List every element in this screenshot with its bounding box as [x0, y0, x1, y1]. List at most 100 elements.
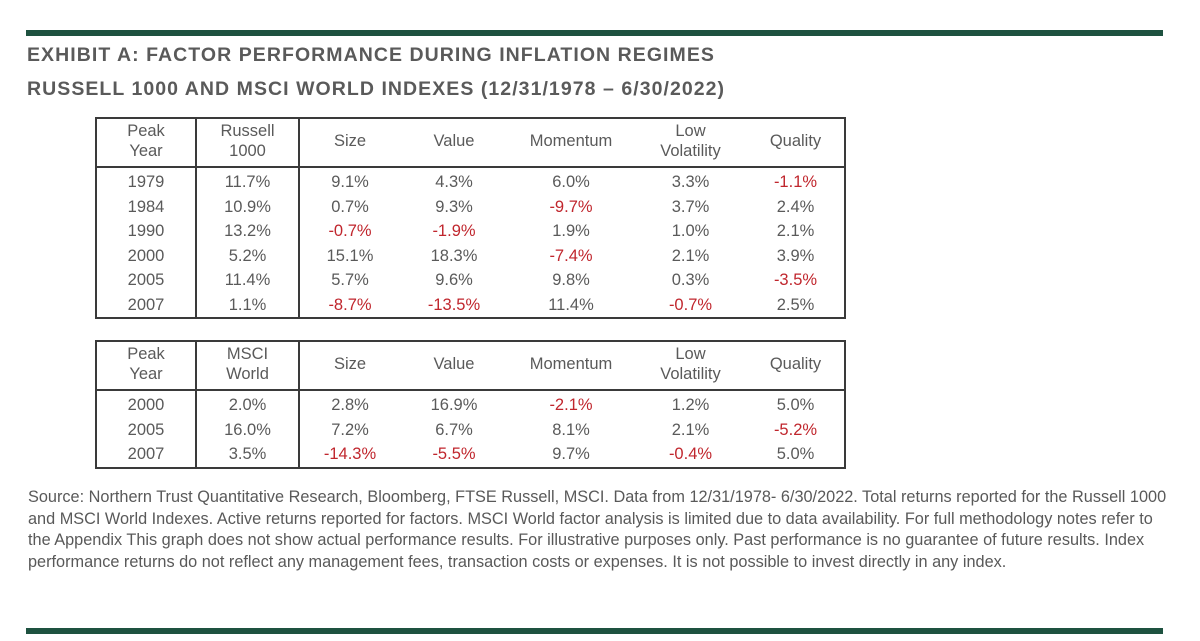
- cell-peak-year: 2007: [127, 295, 165, 314]
- cell-size: -14.3%: [298, 442, 400, 468]
- cell-size: 5.7%: [298, 268, 400, 293]
- cell-low-volatility: 0.3%: [671, 271, 710, 289]
- header-text: MSCI: [226, 345, 269, 363]
- table-row: 2007 3.5% -14.3% -5.5% 9.7% -0.4% 5.0%: [96, 442, 845, 468]
- russell-1000-factor-table: Peak Year Russell 1000 Size Value Momentum Low V…: [95, 117, 846, 319]
- header-text: Quality: [769, 132, 822, 150]
- cell-low-volatility: 2.1%: [671, 246, 710, 265]
- cell-momentum: 6.0%: [552, 173, 590, 191]
- cell-low-volatility: 1.0%: [671, 222, 710, 240]
- cell-peak-year: 1990: [127, 222, 165, 240]
- column-header-size: Size: [298, 341, 400, 391]
- table-row: 2000 5.2% 15.1% 18.3% -7.4% 2.1% 3.9%: [96, 243, 845, 268]
- table-row: 2000 2.0% 2.8% 16.9% -2.1% 1.2% 5.0%: [96, 390, 845, 418]
- header-text: Value: [433, 355, 475, 373]
- header-text: 1000: [229, 142, 266, 160]
- cell-msci-world: 16.0%: [195, 417, 299, 442]
- cell-size: 0.7%: [298, 194, 400, 219]
- header-text: Russell: [220, 122, 275, 140]
- cell-russell-1000: 1.1%: [195, 292, 299, 318]
- header-text: Value: [433, 132, 475, 150]
- cell-peak-year: 1979: [127, 173, 165, 191]
- source-footnote: Source: Northern Trust Quantitative Rese…: [28, 488, 1167, 571]
- column-header-value: Value: [400, 118, 508, 168]
- cell-size: 7.2%: [298, 417, 400, 442]
- cell-momentum: -7.4%: [549, 246, 593, 265]
- table-header-row: Peak Year MSCI World Size Value Momentum Low Vol…: [96, 341, 845, 391]
- cell-russell-1000: 10.9%: [195, 194, 299, 219]
- cell-value: 9.6%: [435, 271, 473, 289]
- bottom-accent-rule: [26, 628, 1163, 634]
- cell-peak-year: 2005: [127, 271, 165, 289]
- table-header-row: Peak Year Russell 1000 Size Value Momentum Low V…: [96, 118, 845, 168]
- header-text: Size: [333, 355, 367, 373]
- header-text: Peak: [127, 345, 165, 363]
- cell-peak-year: 2000: [127, 396, 165, 414]
- cell-value: 16.9%: [430, 396, 478, 414]
- cell-quality: 5.0%: [776, 445, 815, 463]
- cell-msci-world: 3.5%: [195, 442, 299, 468]
- column-header-low-volatility: Low Volatility: [634, 341, 747, 391]
- table-row: 1979 11.7% 9.1% 4.3% 6.0% 3.3% -1.1%: [96, 167, 845, 195]
- cell-peak-year: 1984: [127, 197, 165, 216]
- column-header-size: Size: [298, 118, 400, 168]
- cell-low-volatility: 1.2%: [671, 396, 710, 414]
- cell-russell-1000: 11.4%: [195, 268, 299, 293]
- table-row: 1984 10.9% 0.7% 9.3% -9.7% 3.7% 2.4%: [96, 194, 845, 219]
- table-row: 2007 1.1% -8.7% -13.5% 11.4% -0.7% 2.5%: [96, 292, 845, 318]
- cell-momentum: 9.7%: [552, 445, 590, 463]
- column-header-momentum: Momentum: [508, 118, 634, 168]
- table-row: 2005 16.0% 7.2% 6.7% 8.1% 2.1% -5.2%: [96, 417, 845, 442]
- cell-momentum: -2.1%: [549, 396, 593, 414]
- cell-quality: -1.1%: [773, 173, 818, 191]
- cell-msci-world: 2.0%: [195, 390, 299, 418]
- header-text: Quality: [769, 355, 822, 373]
- cell-russell-1000: 11.7%: [195, 167, 299, 195]
- cell-momentum: 1.9%: [552, 222, 590, 240]
- header-text: Volatility: [660, 365, 721, 383]
- cell-size: -8.7%: [298, 292, 400, 318]
- cell-value: 6.7%: [435, 420, 473, 439]
- column-header-quality: Quality: [747, 118, 845, 168]
- cell-low-volatility: -0.4%: [668, 445, 713, 463]
- header-text: World: [226, 365, 269, 383]
- cell-low-volatility: 2.1%: [671, 420, 710, 439]
- header-text: Year: [129, 142, 163, 160]
- cell-value: -5.5%: [432, 445, 476, 463]
- cell-momentum: 8.1%: [552, 420, 590, 439]
- cell-momentum: -9.7%: [549, 197, 593, 216]
- cell-quality: 5.0%: [776, 396, 815, 414]
- cell-low-volatility: 3.3%: [671, 173, 710, 191]
- cell-quality: 2.5%: [776, 295, 815, 314]
- cell-peak-year: 2007: [127, 445, 165, 463]
- header-text: Size: [333, 132, 367, 150]
- header-text: Year: [129, 365, 163, 383]
- cell-size: 15.1%: [298, 243, 400, 268]
- cell-quality: 2.4%: [776, 197, 815, 216]
- cell-value: -13.5%: [427, 295, 481, 314]
- cell-size: -0.7%: [298, 219, 400, 244]
- cell-value: 4.3%: [435, 173, 473, 191]
- cell-low-volatility: 3.7%: [671, 197, 710, 216]
- column-header-low-volatility: Low Volatility: [634, 118, 747, 168]
- cell-value: 9.3%: [435, 197, 473, 216]
- cell-quality: -3.5%: [773, 271, 818, 289]
- header-text: Peak: [127, 122, 165, 140]
- header-text: Momentum: [529, 355, 613, 373]
- column-header-peak-year: Peak Year: [96, 341, 196, 391]
- cell-quality: -5.2%: [773, 420, 818, 439]
- cell-quality: 3.9%: [776, 246, 815, 265]
- column-header-russell-1000: Russell 1000: [195, 118, 299, 168]
- cell-value: -1.9%: [432, 222, 476, 240]
- top-accent-rule: [26, 30, 1163, 36]
- exhibit-subtitle: RUSSELL 1000 AND MSCI WORLD INDEXES (12/…: [27, 78, 726, 100]
- table-row: 2005 11.4% 5.7% 9.6% 9.8% 0.3% -3.5%: [96, 268, 845, 293]
- header-text: Low: [675, 122, 706, 140]
- cell-quality: 2.1%: [776, 222, 815, 240]
- exhibit-title: EXHIBIT A: FACTOR PERFORMANCE DURING INF…: [27, 44, 715, 66]
- cell-momentum: 11.4%: [548, 295, 594, 314]
- cell-peak-year: 2000: [127, 246, 165, 265]
- cell-size: 9.1%: [298, 167, 400, 195]
- column-header-momentum: Momentum: [508, 341, 634, 391]
- column-header-value: Value: [400, 341, 508, 391]
